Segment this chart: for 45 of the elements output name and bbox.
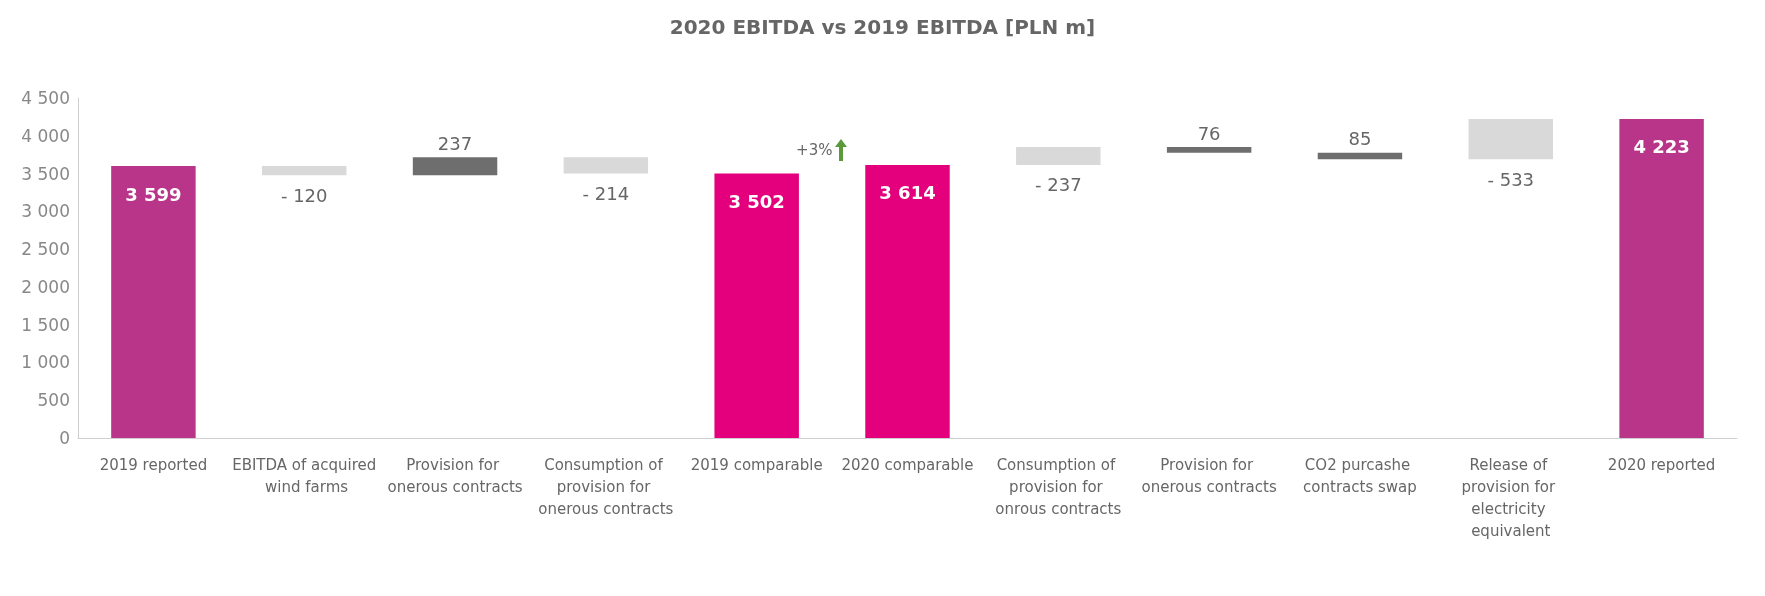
x-tick-label: 2019 reported	[99, 456, 208, 474]
data-label: - 533	[1487, 168, 1535, 190]
bar	[1468, 118, 1553, 160]
y-tick-label: 4 500	[21, 88, 70, 108]
x-tick-label: EBITDA of acquired wind farms	[232, 456, 377, 496]
data-label: 4 223	[1633, 136, 1690, 158]
y-tick-label: 2 000	[21, 276, 70, 297]
x-tick-label: Consumption of provision for onerous contracts	[538, 456, 674, 518]
x-tick-label: Release of provision for electricity equivalent	[1461, 456, 1560, 540]
data-label: 237	[437, 132, 473, 154]
data-label: 3 599	[125, 183, 182, 205]
bar	[563, 157, 649, 174]
data-label: 3 614	[879, 182, 936, 204]
annotation: +3%	[796, 140, 833, 159]
y-tick-label: 500	[37, 390, 70, 411]
bar	[714, 173, 799, 438]
y-tick-label: 2 500	[21, 239, 70, 260]
bar	[412, 157, 498, 176]
bar	[865, 164, 950, 438]
x-tick-label: 2019 comparable	[690, 456, 823, 474]
bar	[1016, 147, 1101, 165]
x-tick-label: Provision for onerous contracts	[1141, 456, 1277, 496]
data-label: 76	[1197, 122, 1221, 144]
bar	[1619, 118, 1704, 438]
data-label: - 237	[1035, 174, 1082, 196]
data-label: 3 502	[728, 190, 785, 212]
bar	[1166, 147, 1252, 153]
chart-title: 2020 EBITDA vs 2019 EBITDA [PLN m]	[669, 15, 1096, 39]
data-label: - 120	[280, 184, 328, 206]
data-label: - 214	[582, 182, 630, 204]
y-tick-label: 0	[59, 428, 70, 448]
x-tick-label: Consumption of provision for onrous contracts	[995, 456, 1122, 518]
bar	[1317, 152, 1403, 160]
y-tick-label: 1 000	[21, 352, 70, 373]
y-tick-label: 3 000	[21, 201, 70, 222]
x-tick-label: 2020 reported	[1607, 456, 1716, 474]
y-tick-label: 4 000	[21, 125, 70, 146]
y-tick-label: 3 500	[21, 163, 70, 184]
data-label: 85	[1348, 128, 1372, 150]
x-tick-label: Provision for onerous contracts	[387, 456, 523, 496]
x-tick-label: 2020 comparable	[841, 456, 974, 474]
x-tick-label: CO2 purcashe contracts swap	[1303, 456, 1417, 496]
bar	[111, 166, 196, 438]
bar	[262, 166, 347, 176]
y-tick-label: 1 500	[21, 314, 70, 335]
